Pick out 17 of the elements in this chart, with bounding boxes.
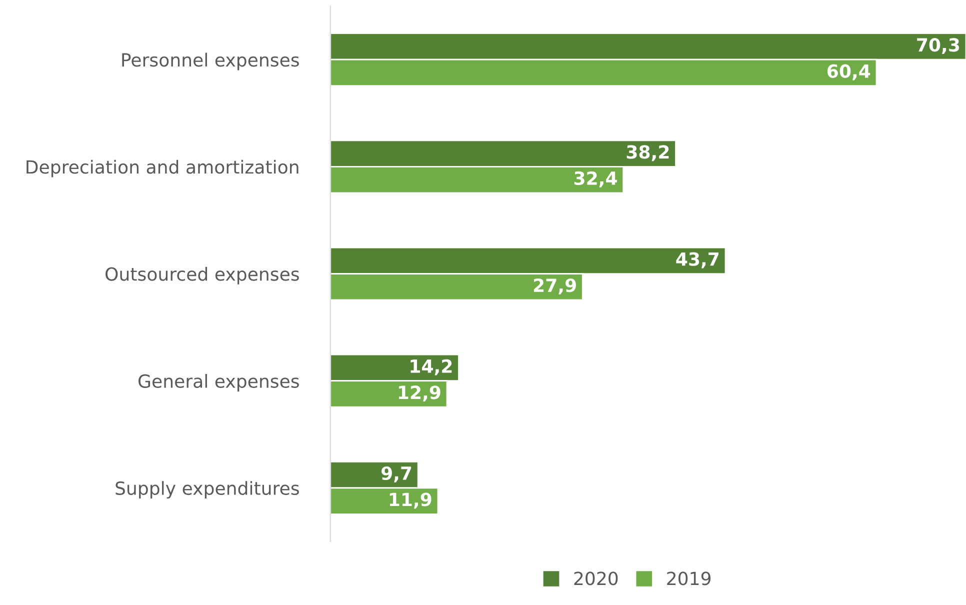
y-tick-label: General expenses bbox=[138, 374, 299, 392]
data-label: 9,7 bbox=[381, 466, 412, 482]
data-label: 32,4 bbox=[574, 171, 617, 188]
y-tick-label: Outsourced expenses bbox=[106, 266, 299, 284]
data-label: 38,2 bbox=[626, 145, 669, 162]
y-tick-label: Personnel expenses bbox=[122, 52, 299, 70]
data-label: 43,7 bbox=[676, 252, 718, 268]
data-label: 60,4 bbox=[828, 64, 870, 80]
legend-label: 2020 bbox=[574, 572, 618, 586]
data-label: 12,9 bbox=[398, 386, 440, 402]
y-tick-label: Supply expenditures bbox=[116, 481, 299, 499]
data-label: 27,9 bbox=[534, 278, 576, 294]
data-label: 14,2 bbox=[410, 359, 452, 376]
y-tick-label: Depreciation and amortization bbox=[26, 160, 298, 178]
legend-label: 2019 bbox=[667, 572, 710, 586]
data-label: 70,3 bbox=[917, 38, 960, 54]
data-label: 11,9 bbox=[390, 492, 432, 509]
